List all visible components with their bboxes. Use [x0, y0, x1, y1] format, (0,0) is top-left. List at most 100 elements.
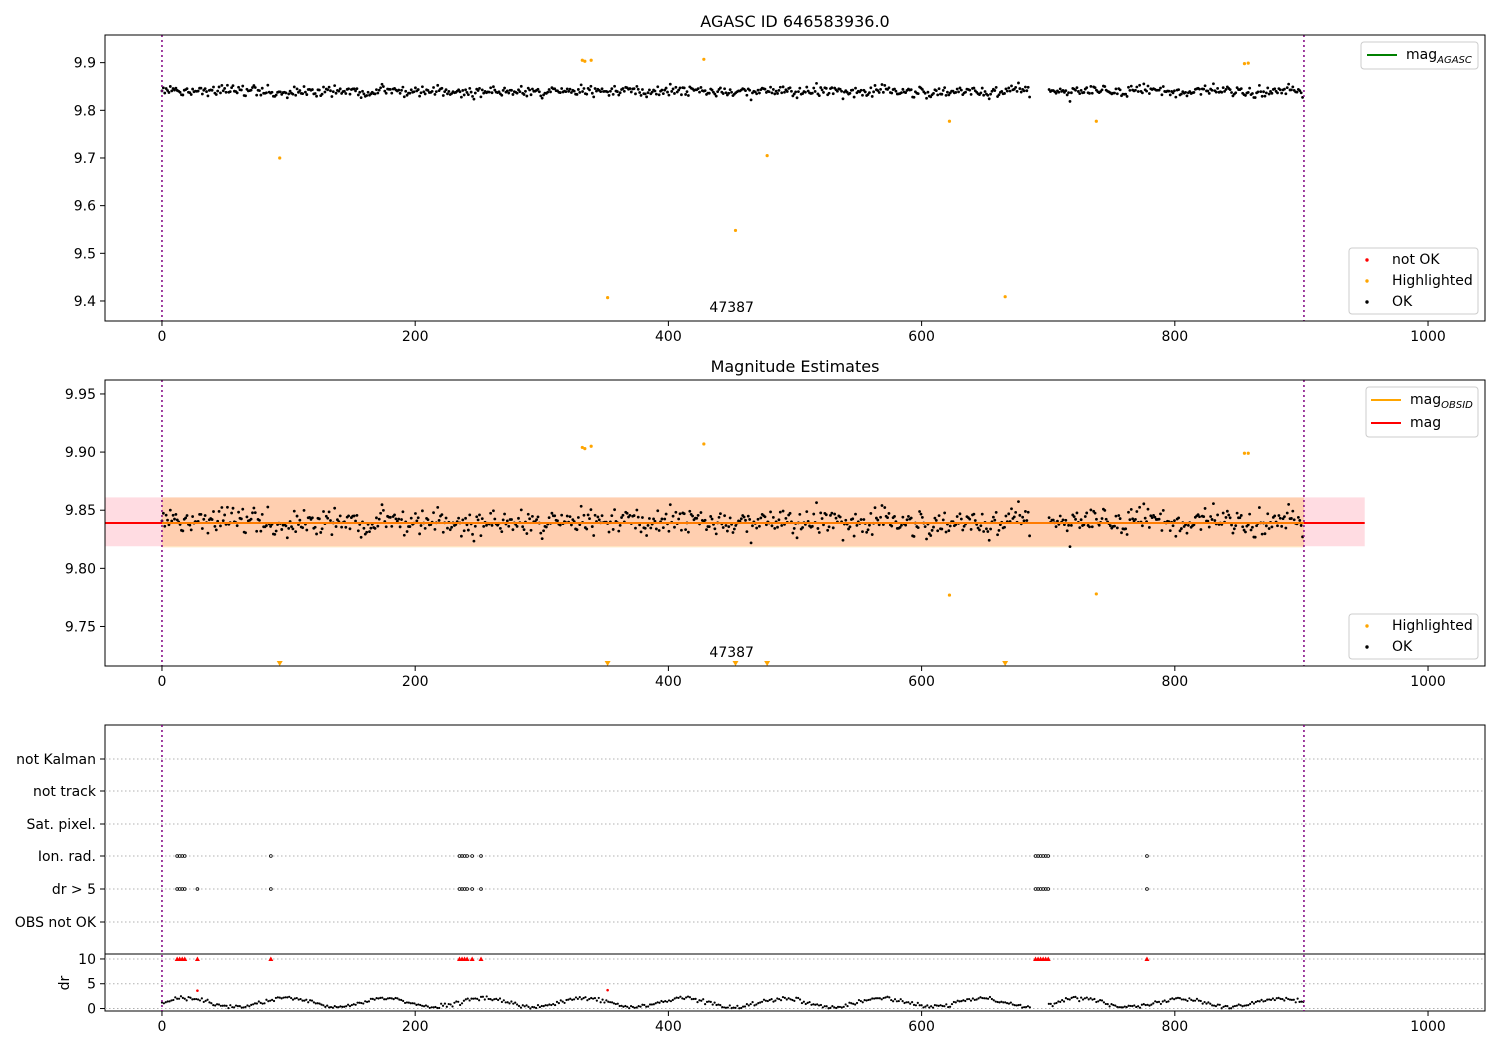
dr-point: [413, 1002, 416, 1005]
dr-point: [255, 1002, 259, 1005]
ok-point: [969, 92, 973, 96]
ok-point: [419, 524, 423, 527]
dr-point: [468, 999, 471, 1002]
dr-point: [309, 999, 312, 1002]
dr-point: [1245, 1004, 1248, 1007]
ok-point: [507, 91, 511, 95]
dr-point: [1262, 1000, 1265, 1003]
dr-point: [1171, 997, 1174, 1000]
dr-point: [1201, 1002, 1204, 1005]
ok-point: [663, 517, 667, 521]
ok-point: [352, 87, 356, 91]
ok-point: [191, 515, 195, 518]
dr-point: [1116, 1005, 1119, 1009]
ok-point: [937, 514, 941, 518]
dr-point: [1138, 1006, 1142, 1009]
ok-point: [1296, 515, 1300, 519]
ok-point: [320, 92, 324, 96]
ok-point: [490, 523, 494, 527]
ok-point: [674, 510, 678, 514]
ok-point: [382, 509, 385, 512]
dr-point: [888, 996, 891, 999]
ok-point: [636, 87, 640, 91]
ok-point: [838, 87, 842, 91]
ok-point: [252, 506, 256, 510]
dr-point: [1190, 998, 1193, 1001]
ok-point: [1007, 512, 1011, 516]
dr-point: [869, 998, 872, 1001]
dr-point: [451, 1005, 454, 1008]
dr-point: [628, 1007, 631, 1010]
ok-point: [528, 517, 532, 521]
ok-point: [1074, 88, 1077, 92]
ok-point: [1260, 532, 1264, 536]
dr-point: [635, 1006, 638, 1009]
ok-point: [522, 93, 526, 96]
ok-point: [703, 518, 707, 522]
ok-point: [336, 518, 339, 522]
ok-point: [1248, 86, 1252, 90]
ok-point: [815, 81, 818, 85]
ok-point: [394, 517, 398, 521]
ok-point: [241, 84, 245, 88]
ok-point: [469, 90, 473, 94]
ok-point: [646, 523, 650, 527]
ok-point: [459, 534, 463, 538]
highlighted-point: [583, 59, 587, 63]
ok-point: [1177, 88, 1181, 92]
dr-point: [1193, 999, 1197, 1002]
ok-point: [592, 534, 596, 537]
dr-point: [686, 995, 690, 998]
ok-point: [1078, 526, 1082, 530]
dr-point: [1068, 998, 1071, 1001]
dr-point: [1114, 1004, 1117, 1007]
dr-point: [269, 999, 272, 1002]
ok-point: [776, 92, 779, 95]
dr-point: [316, 1002, 319, 1005]
ok-point: [788, 86, 792, 90]
ok-point: [379, 511, 383, 515]
ok-point: [936, 93, 940, 97]
ok-point: [773, 526, 777, 530]
ok-point: [861, 93, 864, 97]
dr-point: [198, 999, 202, 1002]
ok-point: [785, 90, 789, 93]
dr-point: [1072, 995, 1075, 999]
ok-point: [932, 91, 935, 95]
ok-point: [320, 527, 324, 531]
ok-point: [639, 93, 643, 97]
ok-point: [1124, 92, 1128, 96]
dr-point: [591, 997, 595, 1000]
highlighted-point: [1003, 295, 1007, 299]
ok-point: [734, 524, 738, 527]
flag-marker: [182, 887, 187, 891]
x-tick-label: 1000: [1410, 329, 1446, 345]
dr-point: [1159, 1002, 1162, 1006]
ok-point: [1003, 525, 1006, 529]
dr-point: [506, 1001, 509, 1004]
dr-clipped-marker: [1144, 956, 1150, 961]
dr-point: [407, 1001, 410, 1004]
ok-point: [980, 512, 984, 516]
x-tick-label: 0: [158, 674, 167, 690]
ok-point: [600, 87, 604, 91]
ok-point: [576, 88, 580, 91]
ok-point: [795, 96, 799, 100]
ok-point: [770, 91, 774, 95]
dr-point: [967, 997, 971, 1001]
ok-point: [1283, 515, 1286, 519]
marker-legend: not OK Highlighted OK: [1348, 247, 1479, 315]
ok-point: [377, 88, 381, 92]
dr-point: [208, 1001, 211, 1004]
ok-point: [632, 514, 636, 517]
highlighted-point: [589, 444, 593, 448]
ok-point: [611, 528, 615, 531]
flag-marker: [479, 854, 483, 858]
ok-point: [1198, 87, 1201, 91]
ok-point: [883, 506, 887, 509]
ok-point: [673, 92, 676, 95]
dr-point: [755, 1003, 758, 1006]
ok-point: [476, 89, 480, 92]
panel3-frame: [104, 724, 1486, 1012]
